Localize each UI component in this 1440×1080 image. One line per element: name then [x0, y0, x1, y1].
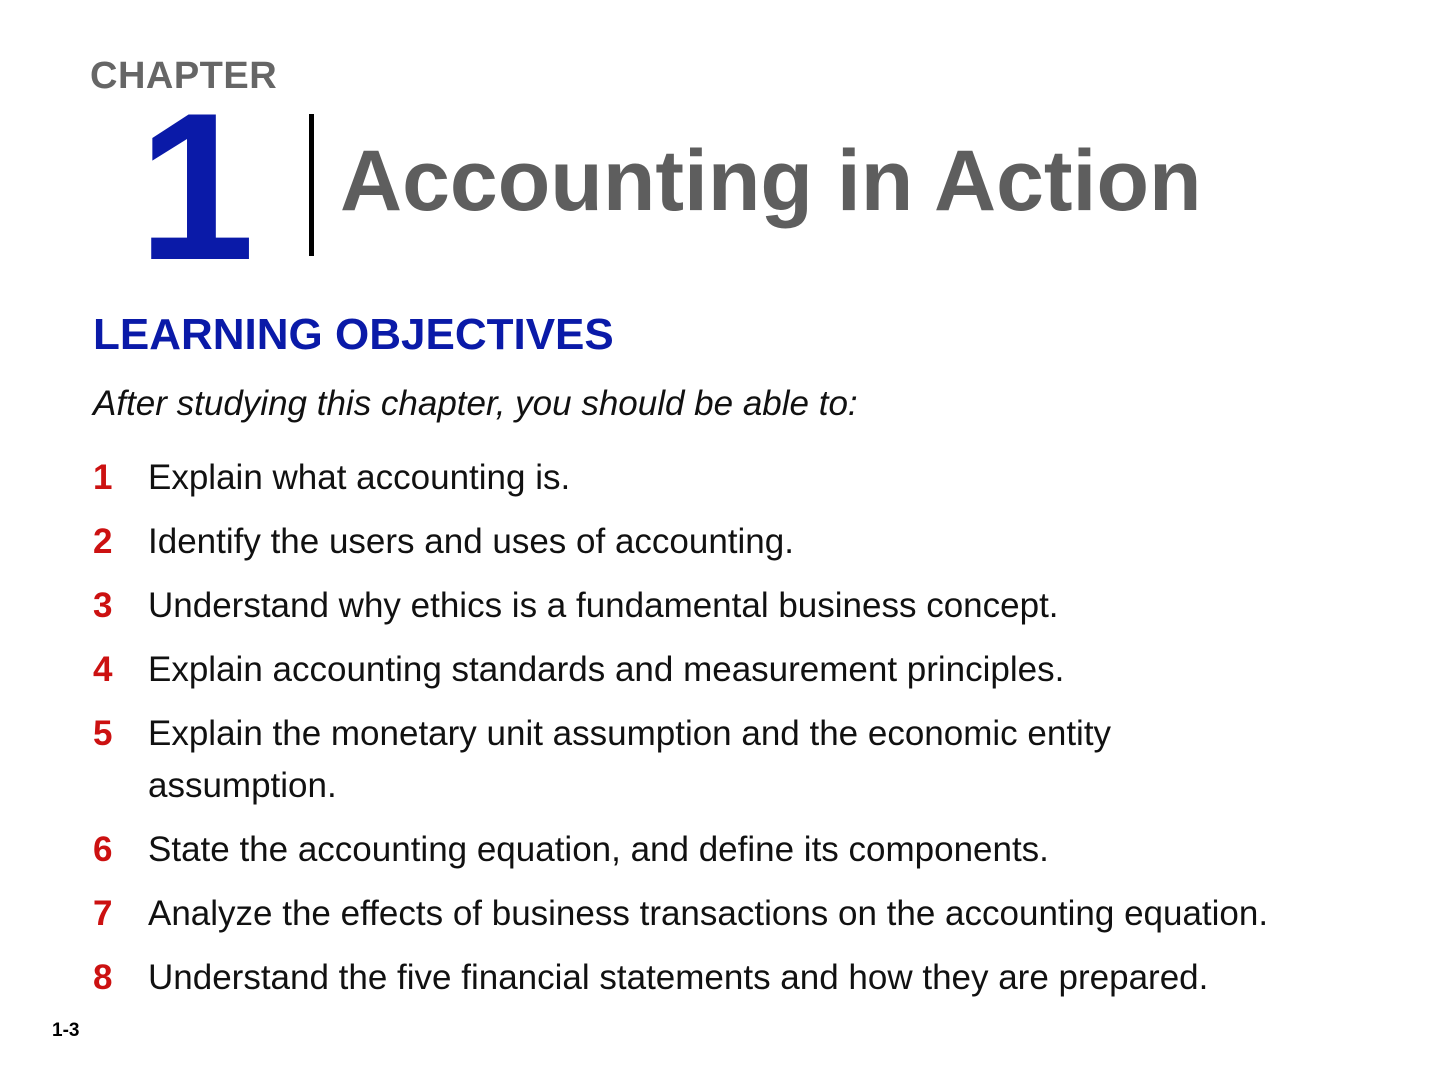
objectives-intro: After studying this chapter, you should …	[93, 384, 858, 423]
objective-item: 6 State the accounting equation, and def…	[93, 824, 1393, 876]
objective-text: Explain accounting standards and measure…	[148, 650, 1065, 689]
objectives-heading: LEARNING OBJECTIVES	[93, 310, 614, 359]
objectives-list: 1 Explain what accounting is. 2 Identify…	[93, 452, 1393, 1016]
objective-item: 2 Identify the users and uses of account…	[93, 516, 1393, 568]
chapter-title: Accounting in Action	[340, 133, 1202, 229]
objective-number: 3	[93, 586, 113, 625]
objective-text: Identify the users and uses of accountin…	[148, 522, 794, 561]
objective-text: Understand why ethics is a fundamental b…	[148, 586, 1059, 625]
objective-text: State the accounting equation, and defin…	[148, 830, 1049, 869]
objective-item: 1 Explain what accounting is.	[93, 452, 1393, 504]
objective-item: 8 Understand the five financial statemen…	[93, 952, 1393, 1004]
objective-item: 3 Understand why ethics is a fundamental…	[93, 580, 1393, 632]
objective-text: Analyze the effects of business transact…	[148, 894, 1269, 933]
objective-text: Explain the monetary unit assumption and…	[148, 714, 1112, 805]
chapter-label: CHAPTER	[90, 55, 278, 97]
objective-number: 8	[93, 958, 113, 997]
objective-text: Understand the five financial statements…	[148, 958, 1209, 997]
title-divider	[309, 114, 314, 256]
objective-item: 7 Analyze the effects of business transa…	[93, 888, 1393, 940]
objective-item: 5 Explain the monetary unit assumption a…	[93, 708, 1253, 812]
chapter-number: 1	[138, 69, 255, 304]
objective-number: 6	[93, 830, 113, 869]
slide-number: 1-3	[52, 1020, 80, 1041]
objective-number: 5	[93, 714, 113, 753]
objective-number: 4	[93, 650, 113, 689]
objective-number: 2	[93, 522, 113, 561]
objective-text: Explain what accounting is.	[148, 458, 571, 497]
objective-item: 4 Explain accounting standards and measu…	[93, 644, 1393, 696]
objective-number: 1	[93, 458, 113, 497]
objective-number: 7	[93, 894, 113, 933]
